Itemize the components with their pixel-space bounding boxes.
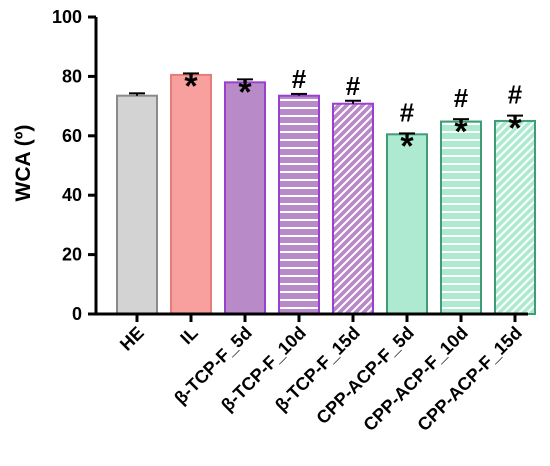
y-tick-label: 20 xyxy=(62,245,82,265)
significance-hash-6: # xyxy=(454,83,469,113)
bar-6 xyxy=(440,120,482,315)
bar-0 xyxy=(116,94,158,315)
bar-4 xyxy=(332,102,374,315)
bar-3 xyxy=(278,94,320,315)
y-tick-label: 40 xyxy=(62,185,82,205)
y-tick-label: 80 xyxy=(62,66,82,86)
significance-star-2: * xyxy=(238,73,252,111)
x-tick-label-7: CPP-ACP-F_15d xyxy=(413,323,525,435)
y-axis: 0 20 40 60 80 100 xyxy=(52,7,98,324)
x-tick-label-1: IL xyxy=(176,323,201,348)
error-bars xyxy=(129,72,523,135)
significance-hash-7: # xyxy=(508,80,523,110)
significance-hash-4: # xyxy=(346,71,361,101)
significance-hash-3: # xyxy=(292,64,307,94)
x-tick-label-0: HE xyxy=(116,323,148,355)
significance-star-1: * xyxy=(184,67,198,105)
bar-7 xyxy=(494,119,536,315)
significance-star-5: * xyxy=(400,127,414,165)
bars xyxy=(116,73,536,316)
significance-star-6: * xyxy=(454,113,468,151)
y-tick-label: 0 xyxy=(72,304,82,324)
y-tick-label: 100 xyxy=(52,7,82,27)
x-axis xyxy=(95,312,528,322)
bar-1 xyxy=(170,73,212,316)
bar-2 xyxy=(224,81,266,315)
y-axis-title: WCA (º) xyxy=(12,125,35,202)
y-tick-label: 60 xyxy=(62,126,82,146)
significance-marks: * * # #*#*#*# xyxy=(184,64,522,166)
significance-star-7: * xyxy=(508,110,522,148)
significance-hash-5: # xyxy=(400,97,415,127)
x-tick-label-5: CPP-ACP-F_5d xyxy=(312,323,417,428)
x-axis-labels: HE ILβ-TCP-F_5dβ-TCP-F_10dβ-TCP-F_15dCPP-… xyxy=(116,323,526,435)
